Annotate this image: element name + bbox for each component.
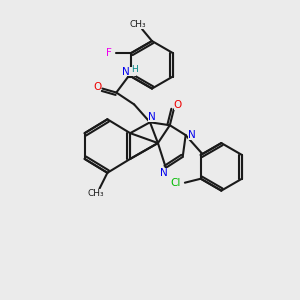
- Text: N: N: [148, 112, 156, 122]
- Text: N: N: [188, 130, 196, 140]
- Text: O: O: [174, 100, 182, 110]
- Text: H: H: [131, 65, 137, 74]
- Bar: [94, 82, 101, 91]
- Text: CH₃: CH₃: [87, 189, 104, 198]
- Text: N: N: [160, 168, 168, 178]
- Bar: [87, 189, 104, 198]
- Text: F: F: [106, 48, 112, 58]
- Bar: [148, 113, 156, 122]
- Bar: [105, 48, 112, 57]
- Bar: [160, 168, 168, 177]
- Bar: [129, 20, 147, 28]
- Text: CH₃: CH₃: [130, 20, 146, 29]
- Text: N: N: [122, 67, 130, 77]
- Bar: [169, 178, 182, 187]
- Text: Cl: Cl: [171, 178, 181, 188]
- Bar: [120, 67, 136, 76]
- Bar: [188, 131, 196, 140]
- Text: O: O: [93, 82, 102, 92]
- Bar: [174, 101, 182, 110]
